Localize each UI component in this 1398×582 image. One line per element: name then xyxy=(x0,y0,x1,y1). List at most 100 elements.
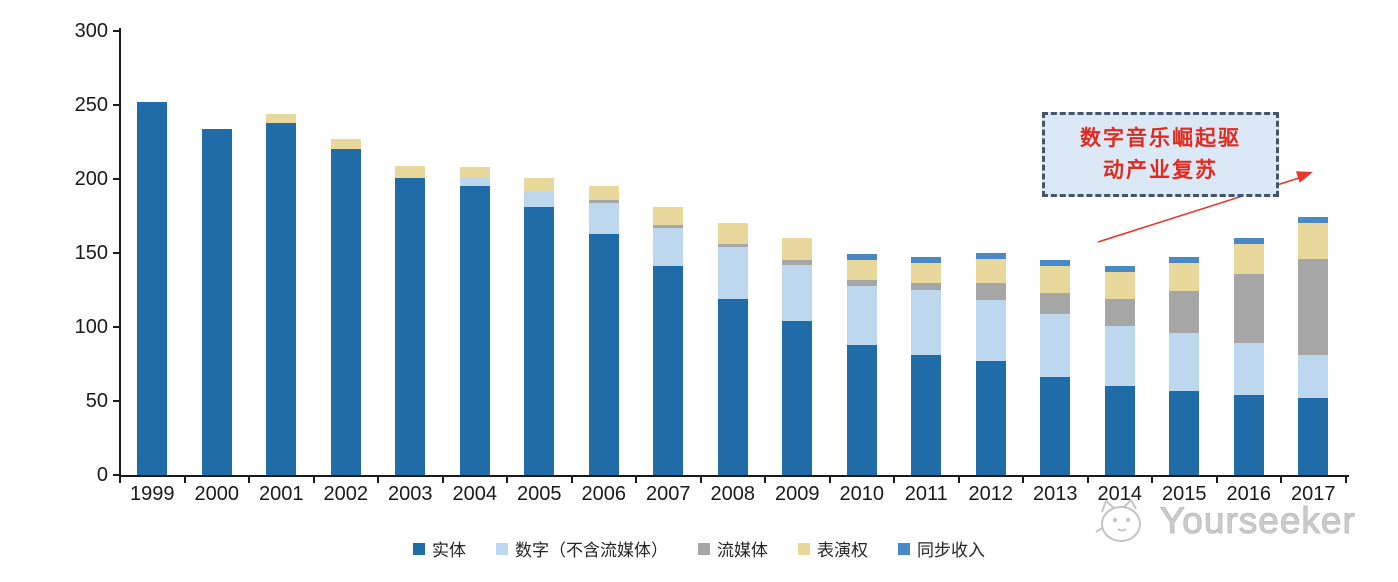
x-tick-mark xyxy=(1022,477,1024,483)
x-tick-mark xyxy=(441,477,444,483)
bar-segment xyxy=(975,253,1006,259)
x-axis-label: 2015 xyxy=(1162,483,1207,505)
legend-label: 数字（不含流媒体） xyxy=(515,541,668,560)
x-axis-label: 2011 xyxy=(904,483,948,505)
bar-segment xyxy=(1298,223,1329,259)
x-tick-mark xyxy=(570,477,573,483)
cat-logo-icon xyxy=(1095,498,1141,542)
x-tick-mark xyxy=(1086,477,1089,483)
y-tick-label: 300 xyxy=(74,20,108,42)
x-axis-label: 2013 xyxy=(1033,483,1078,505)
x-tick-mark xyxy=(1280,477,1282,483)
bar-segment xyxy=(653,224,684,228)
bar-segment xyxy=(782,260,813,265)
x-tick-mark xyxy=(248,477,250,483)
bar-segment xyxy=(975,282,1006,301)
x-tick-mark xyxy=(893,477,895,483)
bar-segment xyxy=(1104,386,1135,475)
bar-segment xyxy=(266,113,297,123)
x-axis-label: 2003 xyxy=(388,483,433,505)
bar-segment xyxy=(459,167,490,178)
bar-segment xyxy=(459,177,490,187)
x-tick-mark xyxy=(1151,477,1153,483)
bar-segment xyxy=(330,149,361,475)
bar-segment xyxy=(1169,390,1200,475)
y-tick-label: 100 xyxy=(74,316,108,338)
bar-segment xyxy=(524,177,555,191)
x-tick-mark xyxy=(377,477,379,483)
bar-segment xyxy=(524,190,555,208)
bar-segment xyxy=(782,321,813,475)
annotation-text-line1: 数字音乐崛起驱 xyxy=(1080,126,1241,150)
bar-segment xyxy=(1233,395,1264,475)
bar-segment xyxy=(911,290,942,356)
y-tick-mark xyxy=(113,178,120,180)
x-axis-line xyxy=(119,475,1349,477)
bar-segment xyxy=(911,355,942,475)
bar-segment xyxy=(1040,313,1071,378)
bar-segment xyxy=(846,260,877,280)
x-axis-label: 2006 xyxy=(581,483,627,505)
y-tick-mark xyxy=(113,30,120,32)
y-tick-mark xyxy=(113,400,120,402)
bar-segment xyxy=(588,233,619,475)
bar-segment xyxy=(846,344,877,475)
bar-segment xyxy=(975,361,1006,475)
bar-segment xyxy=(1169,291,1200,333)
legend-item: 流媒体 xyxy=(698,536,768,561)
bar-segment xyxy=(1104,272,1135,299)
bar-segment xyxy=(717,223,748,245)
x-tick-mark xyxy=(312,477,315,483)
bar-segment xyxy=(1233,238,1264,245)
legend-swatch-icon xyxy=(798,542,810,555)
x-axis-label: 2002 xyxy=(323,483,369,505)
legend-swatch-icon xyxy=(898,542,910,555)
bar-segment xyxy=(1040,292,1071,314)
bar-segment xyxy=(1104,298,1135,326)
bar-segment xyxy=(653,266,684,475)
bar-segment xyxy=(782,238,813,261)
bar-segment xyxy=(1169,332,1200,391)
legend-item: 数字（不含流媒体） xyxy=(496,536,668,561)
bar-segment xyxy=(975,258,1006,283)
bar-segment xyxy=(524,207,555,475)
bar-segment xyxy=(846,279,877,286)
y-tick-label: 0 xyxy=(96,464,108,486)
bar-segment xyxy=(1104,266,1135,273)
legend-label: 表演权 xyxy=(817,541,868,560)
x-tick-mark xyxy=(828,477,831,483)
legend-swatch-icon xyxy=(698,542,710,555)
legend-swatch-icon xyxy=(496,542,508,555)
annotation-callout: 数字音乐崛起驱 动产业复苏 xyxy=(1042,112,1279,197)
bar-segment xyxy=(1040,377,1071,475)
y-tick-label: 150 xyxy=(74,242,108,264)
x-tick-mark xyxy=(1344,477,1347,483)
x-tick-mark xyxy=(699,477,702,483)
legend-item: 实体 xyxy=(413,536,466,561)
watermark-text: Yourseeker xyxy=(1160,500,1356,542)
y-tick-mark xyxy=(113,104,120,106)
x-tick-mark xyxy=(1215,477,1218,483)
y-tick-label: 250 xyxy=(74,94,108,116)
bar-segment xyxy=(975,300,1006,362)
legend-swatch-icon xyxy=(413,542,425,555)
x-tick-mark xyxy=(957,477,960,483)
chart-legend: 实体 数字（不含流媒体） 流媒体 表演权 同步收入 xyxy=(0,536,1398,561)
bar-segment xyxy=(717,244,748,248)
bar-segment xyxy=(717,298,748,475)
y-axis-line xyxy=(119,28,121,477)
bar-segment xyxy=(846,254,877,261)
x-axis-label: 2008 xyxy=(710,483,756,505)
watermark: Yourseeker xyxy=(1094,498,1356,544)
bar-segment xyxy=(1233,273,1264,344)
y-tick-label: 50 xyxy=(85,390,108,412)
x-axis-label: 2007 xyxy=(646,483,691,505)
bar-segment xyxy=(1298,355,1329,399)
bar-segment xyxy=(1298,398,1329,475)
x-tick-mark xyxy=(183,477,186,483)
bar-segment xyxy=(395,177,426,475)
bar-segment xyxy=(330,139,361,150)
x-axis-label: 2016 xyxy=(1226,483,1272,505)
bar-segment xyxy=(137,102,168,475)
